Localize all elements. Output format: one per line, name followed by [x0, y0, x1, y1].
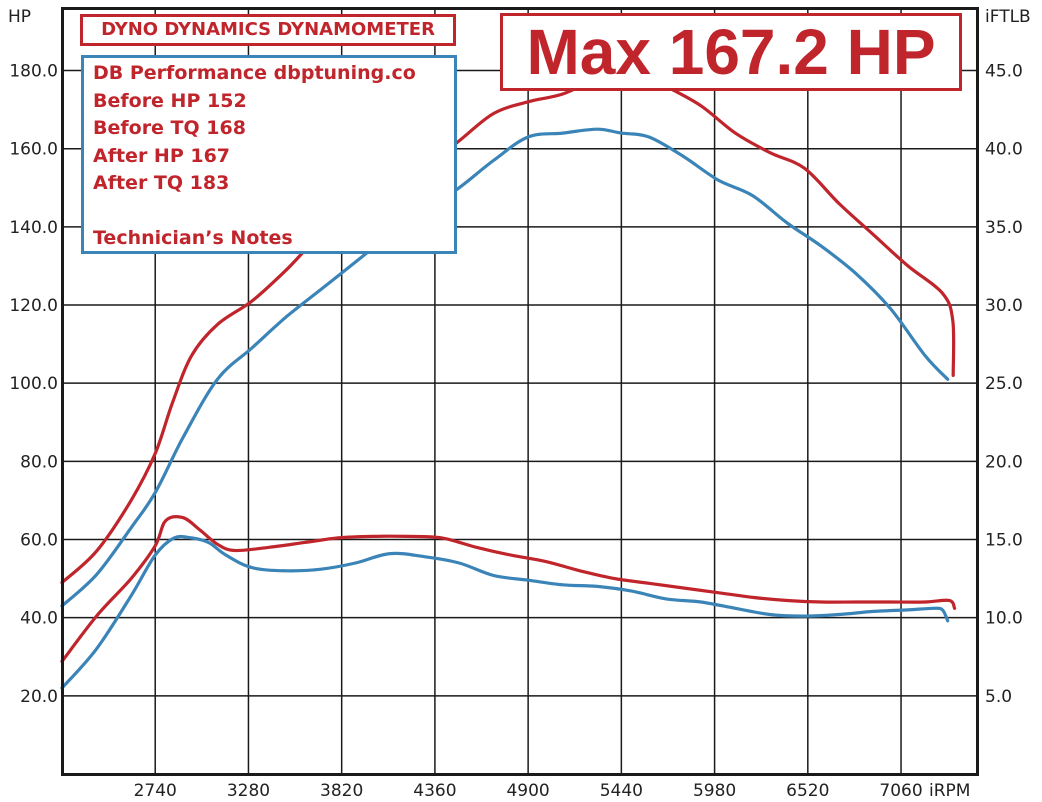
x-axis-label: iRPM	[929, 781, 970, 801]
y-right-tick-label: 20.0	[985, 452, 1023, 472]
y-left-tick-label: 60.0	[20, 531, 58, 551]
y-right-tick-label: 40.0	[985, 140, 1023, 160]
series-line-before-tq	[60, 534, 950, 690]
notes-line-shop: DB Performance dbptuning.co	[93, 62, 416, 84]
y-left-tick-label: 40.0	[20, 609, 58, 629]
notes-line-before-tq: Before TQ 168	[93, 117, 246, 139]
series-line-before-hp	[60, 127, 950, 608]
plot-frame	[61, 7, 979, 776]
x-tick-label: 7060	[879, 781, 922, 801]
chart-title: DYNO DYNAMICS DYNAMOMETER	[80, 14, 456, 46]
series-line-after-tq	[60, 515, 957, 663]
y-left-axis-label: HP	[8, 7, 31, 27]
y-right-tick-label: 30.0	[985, 296, 1023, 316]
series-lines	[60, 67, 957, 690]
x-tick-label: 5980	[693, 781, 736, 801]
x-tick-label: 3280	[227, 781, 270, 801]
y-left-tick-label: 120.0	[9, 296, 58, 316]
y-left-tick-labels: 20.0 40.0 60.0 80.0 100.0 120.0 140.0 160.0 180.…	[9, 62, 58, 707]
y-right-tick-labels: 5.0 10.0 15.0 20.0 25.0 30.0 35.0 40.0 45.0	[985, 62, 1023, 707]
y-left-tick-label: 20.0	[20, 687, 58, 707]
x-tick-label: 3820	[320, 781, 363, 801]
x-tick-label: 6520	[786, 781, 829, 801]
y-left-tick-label: 140.0	[9, 218, 58, 238]
x-tick-labels: 2740 3280 3820 4360 4900 5440 5980 6520 7060	[134, 781, 923, 801]
notes-line-before-hp: Before HP 152	[93, 89, 247, 112]
notes-line-after-tq: After TQ 183	[93, 172, 230, 194]
y-left-tick-label: 180.0	[9, 62, 58, 82]
x-tick-label: 4900	[506, 781, 549, 801]
y-left-tick-label: 160.0	[9, 140, 58, 160]
y-right-tick-label: 25.0	[985, 374, 1023, 394]
y-right-tick-label: 45.0	[985, 62, 1023, 82]
series-line-after-hp	[60, 67, 956, 585]
technician-notes-label: Technician’s Notes	[93, 226, 293, 249]
x-tick-label: 5440	[600, 781, 643, 801]
y-left-tick-label: 100.0	[9, 374, 58, 394]
y-right-tick-label: 15.0	[985, 531, 1023, 551]
y-right-tick-label: 5.0	[985, 687, 1012, 707]
max-hp-headline: Max 167.2 HP	[500, 13, 962, 91]
notes-line-after-hp: After HP 167	[93, 144, 231, 167]
x-tick-label: 4360	[413, 781, 456, 801]
x-tick-label: 2740	[134, 781, 177, 801]
y-left-tick-label: 80.0	[20, 452, 58, 472]
y-right-tick-label: 35.0	[985, 218, 1023, 238]
notes-panel: DB Performance dbptuning.co Before HP 15…	[81, 55, 457, 254]
y-right-tick-label: 10.0	[985, 609, 1023, 629]
y-right-axis-label: iFTLB	[985, 7, 1031, 27]
